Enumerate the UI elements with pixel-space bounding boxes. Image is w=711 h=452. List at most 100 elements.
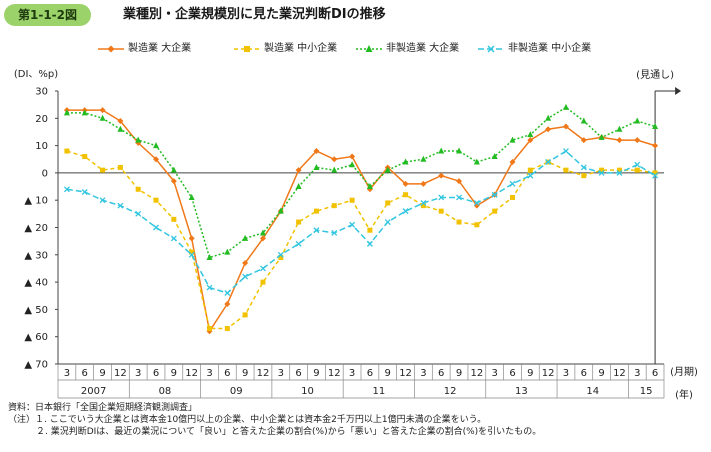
y-tick-label: 10 <box>35 141 48 152</box>
year-label: 11 <box>372 386 385 397</box>
data-point-s2-21 <box>438 208 444 214</box>
legend-label-nonmfg-large: 非製造業 大企業 <box>386 43 460 54</box>
legend-label-mfg-large: 製造業 大企業 <box>128 43 192 54</box>
data-point-s1-9 <box>224 300 231 307</box>
data-point-s3-2 <box>99 114 106 121</box>
data-point-s4-1 <box>81 189 88 195</box>
series-line-3 <box>66 106 656 259</box>
data-point-s2-8 <box>207 326 212 332</box>
x-tick-label: 6 <box>367 368 373 379</box>
data-point-s4-22 <box>456 194 462 201</box>
x-tick-label: 3 <box>563 368 569 379</box>
x-tick-label: 3 <box>64 368 70 379</box>
data-point-s4-6 <box>170 235 177 242</box>
data-point-s2-14 <box>313 208 319 214</box>
data-point-s4-28 <box>563 148 569 155</box>
data-point-s1-21 <box>438 172 445 179</box>
data-point-s4-14 <box>313 227 320 234</box>
data-point-s4-12 <box>277 251 284 258</box>
data-point-s2-32 <box>634 167 640 173</box>
x-tick-label: 12 <box>328 368 341 379</box>
data-point-s1-3 <box>117 118 124 125</box>
data-point-s2-33 <box>652 170 658 176</box>
data-point-s3-16 <box>349 161 356 168</box>
data-point-s4-31 <box>616 169 623 176</box>
x-unit-label: (月期) <box>670 366 698 378</box>
legend-label-mfg-small: 製造業 中小企業 <box>264 43 338 54</box>
data-point-s2-29 <box>581 173 587 179</box>
x-tick-label: 6 <box>224 368 230 379</box>
x-tick-label: 6 <box>82 368 88 379</box>
x-tick-label: 3 <box>491 368 497 379</box>
data-point-s4-25 <box>509 180 516 187</box>
y-tick-label: ▲ 50 <box>24 305 48 316</box>
data-point-s4-3 <box>117 202 124 209</box>
data-point-s4-15 <box>331 230 338 236</box>
data-point-s2-30 <box>599 167 605 173</box>
legend-swatch-nonmfg-small <box>478 45 504 53</box>
x-tick-label: 6 <box>153 368 159 379</box>
data-point-s1-27 <box>545 126 552 133</box>
y-tick-label: ▲ 20 <box>24 223 48 234</box>
x-tick-label: 12 <box>257 368 270 379</box>
data-point-s2-26 <box>527 167 533 173</box>
x-tick-label: 9 <box>242 368 248 379</box>
x-tick-label: 3 <box>206 368 212 379</box>
data-point-s3-30 <box>598 133 605 140</box>
data-point-s3-26 <box>527 131 534 138</box>
data-point-s4-7 <box>188 251 195 258</box>
y-tick-label: ▲ 40 <box>24 278 48 289</box>
data-point-s4-29 <box>580 164 587 171</box>
data-point-s2-31 <box>616 167 622 173</box>
data-point-s2-24 <box>492 208 498 214</box>
data-point-s4-8 <box>206 284 213 291</box>
chart-notes: 資料：日本銀行「全国企業短期経済観測調査」 （注）１. ここでいう大企業とは資本… <box>8 402 708 438</box>
data-point-s2-4 <box>135 186 141 192</box>
data-point-s4-17 <box>366 240 373 247</box>
year-label: 2007 <box>81 386 106 397</box>
data-point-s1-10 <box>242 259 249 266</box>
data-point-s2-2 <box>100 167 106 173</box>
x-tick-label: 3 <box>349 368 355 379</box>
x-tick-label: 3 <box>634 368 640 379</box>
year-label: 15 <box>640 386 653 397</box>
x-tick-label: 9 <box>171 368 177 379</box>
x-tick-label: 6 <box>295 368 301 379</box>
forecast-label: (見通し) <box>636 69 674 81</box>
data-point-s4-11 <box>260 265 266 272</box>
data-point-s3-10 <box>242 234 249 241</box>
y-tick-label: ▲ 60 <box>24 332 48 343</box>
year-label: 09 <box>230 386 243 397</box>
data-point-s4-13 <box>295 240 302 247</box>
data-point-s4-21 <box>438 194 445 201</box>
data-point-s4-16 <box>349 221 356 228</box>
data-point-s3-21 <box>438 147 445 154</box>
footnote-1: （注）１. ここでいう大企業とは資本金10億円以上の企業、中小企業とは資本金2千… <box>8 415 487 425</box>
data-point-s3-7 <box>188 193 195 200</box>
data-point-s1-22 <box>456 178 463 185</box>
data-point-s1-28 <box>562 123 569 130</box>
year-label: 10 <box>301 386 314 397</box>
data-point-s1-5 <box>153 156 160 163</box>
data-point-s2-15 <box>331 203 337 209</box>
data-point-s2-0 <box>64 148 70 154</box>
data-point-s3-19 <box>402 158 409 165</box>
data-point-s3-24 <box>491 153 498 160</box>
figure-title: 業種別・企業規模別に見た業況判断DIの推移 <box>123 7 386 22</box>
data-point-s3-27 <box>545 114 552 121</box>
data-point-s1-26 <box>527 137 534 144</box>
y-tick-label: ▲ 70 <box>24 360 48 371</box>
data-point-s2-3 <box>117 164 123 170</box>
data-point-s4-27 <box>545 159 552 165</box>
data-point-s3-11 <box>259 229 266 236</box>
source-note: 資料：日本銀行「全国企業短期経済観測調査」 <box>8 403 198 413</box>
data-point-s4-23 <box>473 199 480 206</box>
data-point-s4-5 <box>153 224 159 231</box>
y-axis-title: (DI、%p) <box>14 69 58 80</box>
data-point-s4-26 <box>527 172 534 179</box>
year-label: 13 <box>515 386 528 397</box>
data-point-s3-33 <box>652 122 659 129</box>
x-tick-label: 12 <box>613 368 626 379</box>
legend-swatch-mfg-large <box>98 45 124 53</box>
data-point-s2-13 <box>296 219 302 225</box>
